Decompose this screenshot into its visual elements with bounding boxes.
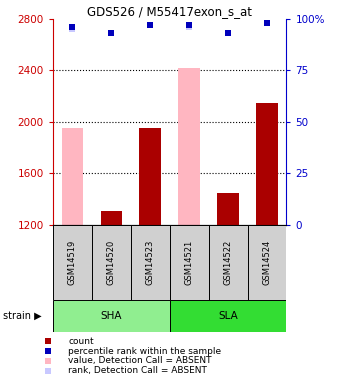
Bar xyxy=(169,225,209,300)
Text: rank, Detection Call = ABSENT: rank, Detection Call = ABSENT xyxy=(68,366,207,375)
Text: GSM14523: GSM14523 xyxy=(146,240,155,285)
Bar xyxy=(62,128,83,225)
Bar xyxy=(217,193,239,225)
Bar xyxy=(131,225,169,300)
Text: SHA: SHA xyxy=(101,311,122,321)
Text: GSM14524: GSM14524 xyxy=(263,240,271,285)
Bar xyxy=(101,211,122,225)
Text: strain ▶: strain ▶ xyxy=(3,311,42,321)
Text: GSM14522: GSM14522 xyxy=(224,240,233,285)
Bar xyxy=(53,225,92,300)
Bar xyxy=(256,102,278,225)
Text: value, Detection Call = ABSENT: value, Detection Call = ABSENT xyxy=(68,357,212,366)
Bar xyxy=(248,225,286,300)
Bar xyxy=(92,225,131,300)
Title: GDS526 / M55417exon_s_at: GDS526 / M55417exon_s_at xyxy=(87,4,252,18)
Bar xyxy=(139,128,161,225)
Text: SLA: SLA xyxy=(218,311,238,321)
Bar xyxy=(209,225,248,300)
Text: GSM14519: GSM14519 xyxy=(68,240,77,285)
Bar xyxy=(178,68,200,225)
Text: count: count xyxy=(68,337,94,346)
Bar xyxy=(169,300,286,332)
Text: GSM14521: GSM14521 xyxy=(184,240,194,285)
Text: GSM14520: GSM14520 xyxy=(107,240,116,285)
Text: percentile rank within the sample: percentile rank within the sample xyxy=(68,346,221,355)
Bar xyxy=(53,300,169,332)
